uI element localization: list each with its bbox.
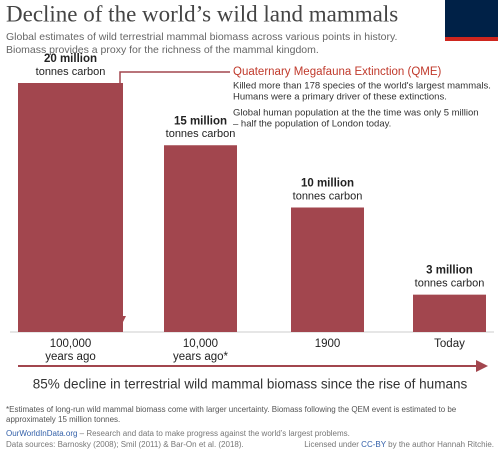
- bar: [413, 294, 486, 332]
- logo-box: [445, 0, 498, 37]
- value-label: 15 million: [174, 115, 227, 127]
- bar: [18, 83, 123, 332]
- x-tick-label: 10,000: [183, 338, 218, 350]
- x-tick-label: Today: [434, 338, 465, 350]
- value-unit: tonnes carbon: [415, 278, 485, 290]
- bar: [164, 145, 237, 332]
- subtitle: Biomass provides a proxy for the richnes…: [6, 44, 319, 56]
- annotation-text: Global human population at the the time …: [233, 108, 479, 119]
- data-sources: Data sources: Barnosky (2008); Smil (201…: [6, 440, 244, 449]
- x-tick-label: 1900: [315, 338, 341, 350]
- footnote: *Estimates of long-run wild mammal bioma…: [6, 405, 457, 414]
- tagline: – Research and data to make progress aga…: [77, 429, 349, 438]
- value-label: 20 million: [44, 53, 97, 65]
- annotation-text: – half the population of London today.: [233, 119, 391, 130]
- x-tick-label: years ago*: [173, 351, 229, 363]
- value-unit: tonnes carbon: [166, 128, 236, 140]
- license-text: Licensed under: [304, 440, 361, 449]
- value-unit: tonnes carbon: [36, 66, 106, 78]
- subtitle: Global estimates of wild terrestrial mam…: [6, 31, 397, 43]
- license-link[interactable]: CC-BY: [361, 440, 387, 449]
- site-link[interactable]: OurWorldInData.org: [6, 429, 77, 438]
- chart-title: Decline of the world’s wild land mammals: [6, 1, 398, 26]
- decline-label: 85% decline in terrestrial wild mammal b…: [33, 377, 468, 392]
- logo-strip: [445, 37, 498, 41]
- logo[interactable]: [445, 0, 498, 41]
- arrowhead: [476, 360, 488, 372]
- license-text: by the author Hannah Ritchie.: [386, 440, 494, 449]
- bar: [291, 207, 364, 332]
- license: Licensed under CC-BY by the author Hanna…: [304, 440, 494, 449]
- source: OurWorldInData.org – Research and data t…: [6, 429, 350, 438]
- x-tick-label: 100,000: [50, 338, 92, 350]
- annotation-text: Humans were a primary driver of these ex…: [233, 92, 447, 103]
- value-label: 10 million: [301, 178, 354, 190]
- annotation-text: Killed more than 178 species of the worl…: [233, 81, 491, 92]
- annotation-title: Quaternary Megafauna Extinction (QME): [233, 66, 442, 78]
- footnote: approximately 15 million tonnes.: [6, 415, 120, 424]
- value-label: 3 million: [426, 265, 473, 277]
- x-tick-label: years ago: [45, 351, 96, 363]
- value-unit: tonnes carbon: [293, 190, 363, 202]
